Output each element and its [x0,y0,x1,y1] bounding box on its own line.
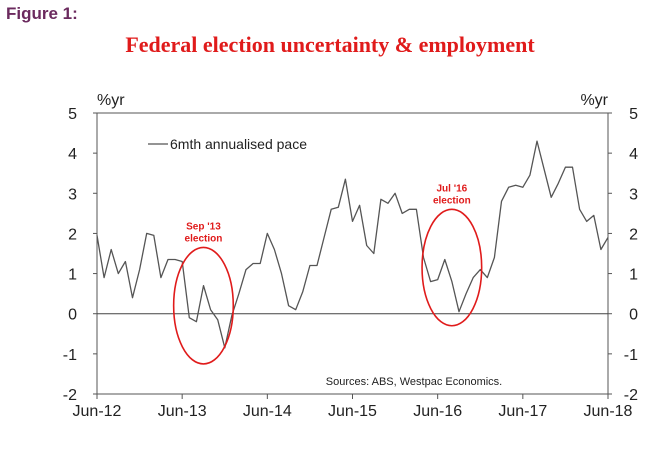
source-note: Sources: ABS, Westpac Economics. [326,376,502,388]
series-layer [96,140,609,349]
x-axis: Jun-12 Jun-13 Jun-14 Jun-15 Jun-16 Jun-17 Jun-… [73,394,633,420]
y-tick-label-left: 2 [68,226,77,243]
election-label: election [185,233,223,244]
plot-frame [96,112,609,395]
x-tick-label: Jun-13 [158,403,207,420]
y-tick-label-right: 1 [629,267,638,284]
x-tick-label: Jun-18 [584,403,633,420]
x-tick-label: Jun-16 [413,403,462,420]
x-tick-label: Jun-17 [498,403,547,420]
y-tick-label-right: 2 [629,226,638,243]
legend-label: 6mth annualised pace [170,136,307,152]
y-tick-label-left: 4 [68,146,77,163]
y-tick-label-right: 5 [629,106,638,123]
chart-title: Federal election uncertainty & employmen… [125,32,535,57]
y-axis-left-unit: %yr [97,92,125,109]
y-tick-label-left: 0 [68,307,77,324]
series-line [96,140,609,349]
y-tick-label-left: 3 [68,186,77,203]
y-tick-label-left: 5 [68,106,77,123]
y-tick-label-right: 3 [629,186,638,203]
y-axis-right-unit: %yr [580,92,608,109]
y-axis-left: 5 4 3 2 1 0 -1 -2 [63,106,97,404]
x-tick-label: Jun-12 [73,403,122,420]
election-label: Sep '13 [186,221,221,232]
x-tick-label: Jun-15 [328,403,377,420]
election-circle [421,208,483,327]
legend: 6mth annualised pace [148,136,307,152]
y-tick-label-right: 4 [629,146,638,163]
y-tick-label-left: -1 [63,347,77,364]
x-tick-label: Jun-14 [243,403,292,420]
y-axis-right: 5 4 3 2 1 0 -1 -2 [608,106,638,404]
y-tick-label-left: 1 [68,267,77,284]
figure-label: Figure 1: [6,4,78,23]
y-tick-label-right: 0 [629,307,638,324]
y-tick-label-right: -2 [624,387,638,404]
y-tick-label-left: -2 [63,387,77,404]
election-circle [172,246,235,365]
election-label: election [433,195,471,206]
election-label: Jul '16 [436,183,467,194]
y-tick-label-right: -1 [624,347,638,364]
